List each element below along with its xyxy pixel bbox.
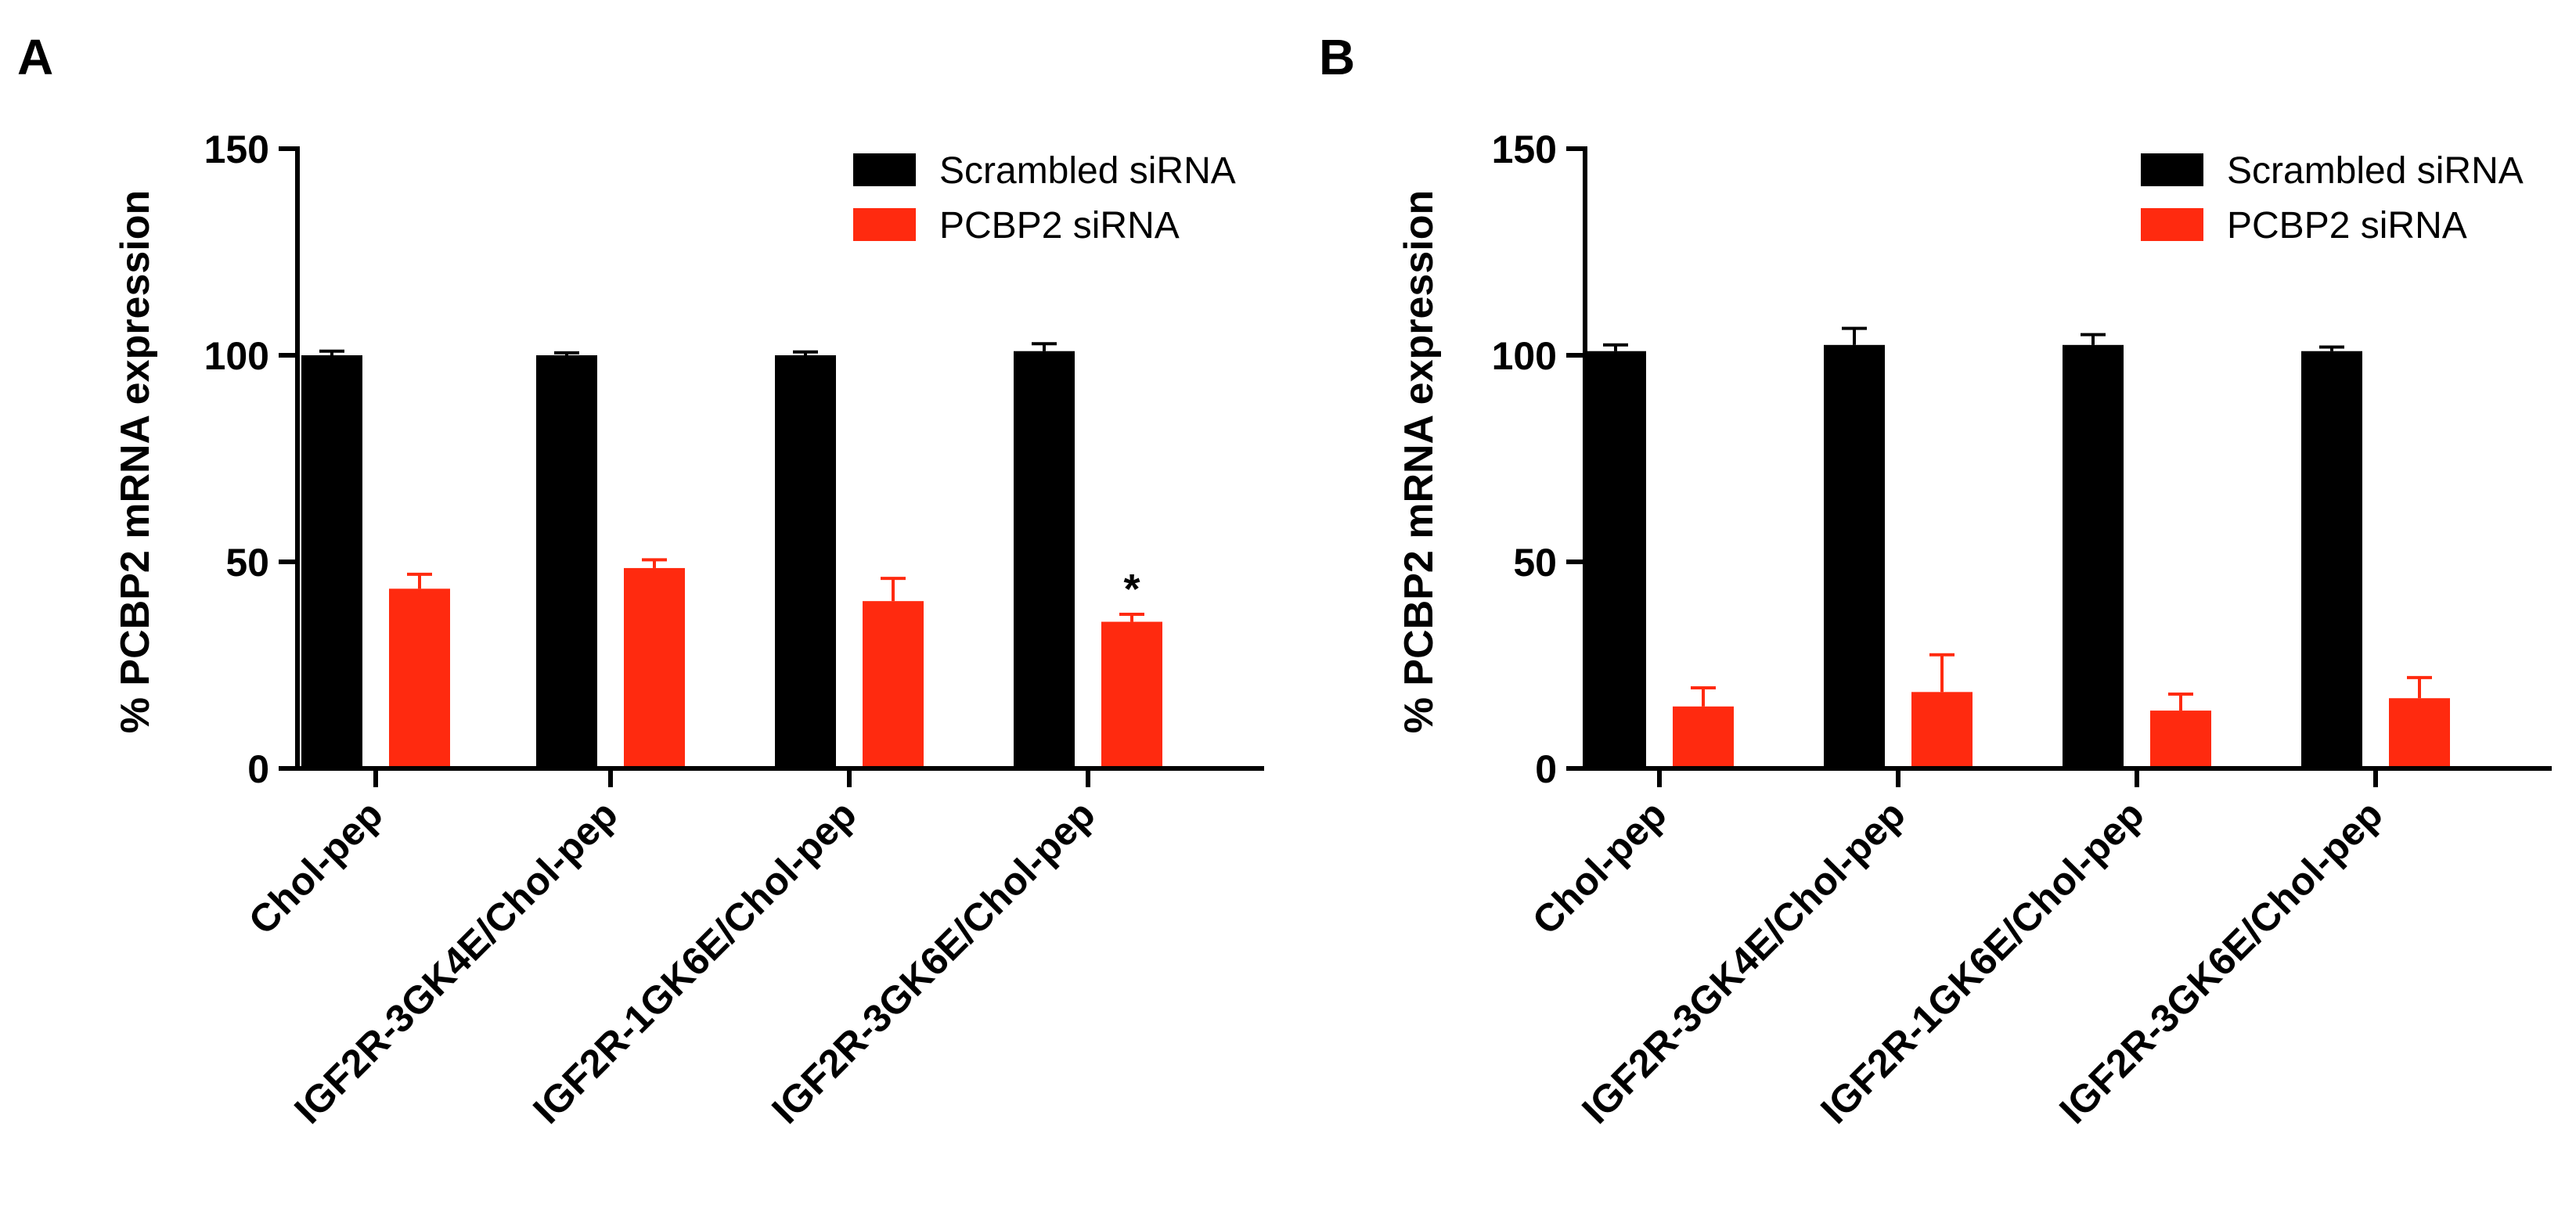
bar-pcbp2-3	[1101, 621, 1162, 768]
bar-pcbp2-1	[624, 567, 685, 768]
bar-pcbp2-2	[863, 601, 924, 768]
y-tick-label: 0	[247, 747, 269, 791]
y-tick-label: 50	[1513, 541, 1557, 585]
legend-label: PCBP2 siRNA	[2227, 205, 2467, 246]
bar-scrambled-0	[1585, 351, 1646, 769]
bar-scrambled-2	[775, 355, 836, 768]
legend-swatch-scrambled	[853, 153, 916, 186]
legend-swatch-pcbp2	[853, 208, 916, 241]
x-tick-label: Chol-pep	[240, 792, 391, 943]
bar-scrambled-1	[536, 355, 597, 768]
bar-scrambled-2	[2063, 344, 2124, 768]
legend-label: Scrambled siRNA	[939, 150, 1236, 192]
y-tick-label: 0	[1535, 747, 1557, 791]
y-tick-label: 100	[1492, 334, 1557, 378]
panel-a: A % PCBP2 mRNA expression * 0 50 100 150 Chol-p…	[17, 29, 1264, 1132]
bar-scrambled-0	[301, 355, 362, 768]
legend-label: Scrambled siRNA	[2227, 150, 2524, 192]
y-axis-label: % PCBP2 mRNA expression	[113, 190, 158, 734]
bar-scrambled-3	[2301, 351, 2362, 769]
legend-swatch-scrambled	[2141, 153, 2203, 186]
panel-b: B % PCBP2 mRNA expression 0 50 100 150 Chol-pe…	[1319, 29, 2552, 1132]
panel-label: B	[1319, 29, 1355, 85]
bar-scrambled-1	[1824, 344, 1885, 768]
legend: Scrambled siRNA PCBP2 siRNA	[853, 150, 1236, 246]
bar-pcbp2-0	[389, 588, 450, 768]
legend-swatch-pcbp2	[2141, 208, 2203, 241]
panel-label: A	[17, 29, 53, 85]
bar-pcbp2-0	[1673, 706, 1734, 768]
bar-pcbp2-1	[1911, 692, 1973, 768]
bar-pcbp2-2	[2150, 711, 2211, 768]
x-tick-label: Chol-pep	[1524, 792, 1675, 943]
y-axis-label: % PCBP2 mRNA expression	[1396, 190, 1442, 734]
y-tick-label: 100	[204, 334, 269, 378]
bar-scrambled-3	[1014, 351, 1075, 769]
y-tick-label: 150	[204, 128, 269, 171]
bar-pcbp2-3	[2389, 698, 2450, 768]
legend: Scrambled siRNA PCBP2 siRNA	[2141, 150, 2524, 246]
y-tick-label: 50	[225, 541, 269, 585]
legend-label: PCBP2 siRNA	[939, 205, 1180, 246]
y-tick-label: 150	[1492, 128, 1557, 171]
significance-marker: *	[1123, 566, 1140, 613]
